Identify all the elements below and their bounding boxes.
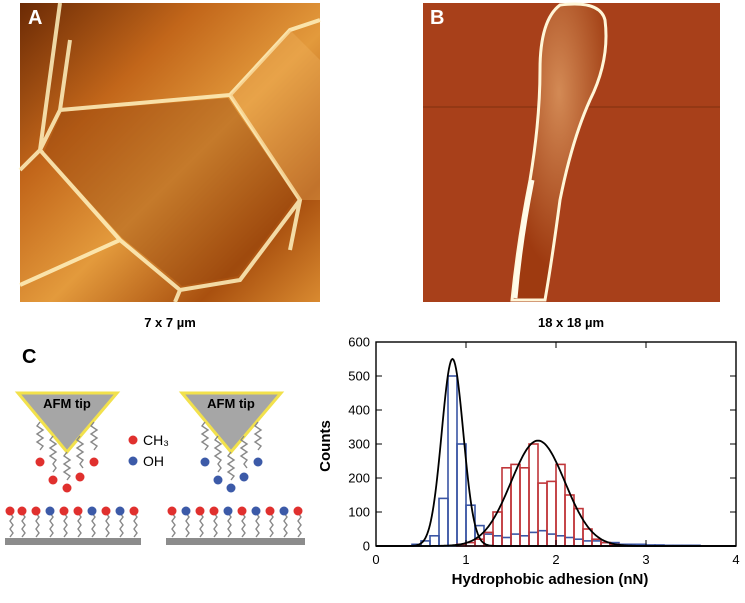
scale-caption: 18 x 18 µm xyxy=(538,315,604,330)
bar xyxy=(537,529,548,547)
x-tick-label: 0 xyxy=(372,552,379,567)
bar xyxy=(573,507,584,547)
y-tick-label: 200 xyxy=(348,471,370,486)
x-tick-label: 4 xyxy=(732,552,739,567)
scale-caption: 7 x 7 µm xyxy=(144,315,196,330)
x-axis-label: Hydrophobic adhesion (nN) xyxy=(452,571,649,588)
bar xyxy=(528,443,539,547)
y-tick-label: 500 xyxy=(348,369,370,384)
bar xyxy=(537,482,548,547)
bar xyxy=(429,534,440,547)
bar xyxy=(546,533,557,547)
bar xyxy=(501,466,512,547)
histogram: 0 100 200 300 400 500 600 0 1 2 3 4 xyxy=(348,335,739,568)
bar xyxy=(492,534,503,547)
tip-label: AFM tip xyxy=(43,396,91,411)
afm-image-a xyxy=(18,2,321,303)
afm-image-b xyxy=(423,2,720,302)
bar xyxy=(555,534,566,547)
legend-label: OH xyxy=(143,453,164,469)
y-tick-label: 100 xyxy=(348,505,370,520)
x-tick-label: 3 xyxy=(642,552,649,567)
bar xyxy=(546,480,557,547)
bar xyxy=(519,534,530,547)
x-tick-label: 1 xyxy=(462,552,469,567)
bar xyxy=(564,536,575,547)
y-tick-label: 0 xyxy=(363,539,370,554)
y-axis-label: Counts xyxy=(317,420,334,472)
panel-label: C xyxy=(22,346,36,368)
bar xyxy=(564,494,575,547)
tip-label: AFM tip xyxy=(207,396,255,411)
bar xyxy=(501,536,512,547)
y-tick-label: 600 xyxy=(348,335,370,350)
panel-label: A xyxy=(28,7,42,29)
bar xyxy=(510,533,521,547)
y-tick-label: 400 xyxy=(348,403,370,418)
legend-label: CH₃ xyxy=(143,432,169,448)
bar xyxy=(519,466,530,547)
x-tick-label: 2 xyxy=(552,552,559,567)
bar xyxy=(438,497,449,547)
tip-diagram xyxy=(5,391,305,545)
bar xyxy=(456,443,467,547)
bar xyxy=(528,531,539,547)
panel-label: B xyxy=(430,7,444,29)
bar xyxy=(447,375,458,547)
y-tick-label: 300 xyxy=(348,437,370,452)
bar xyxy=(573,538,584,547)
